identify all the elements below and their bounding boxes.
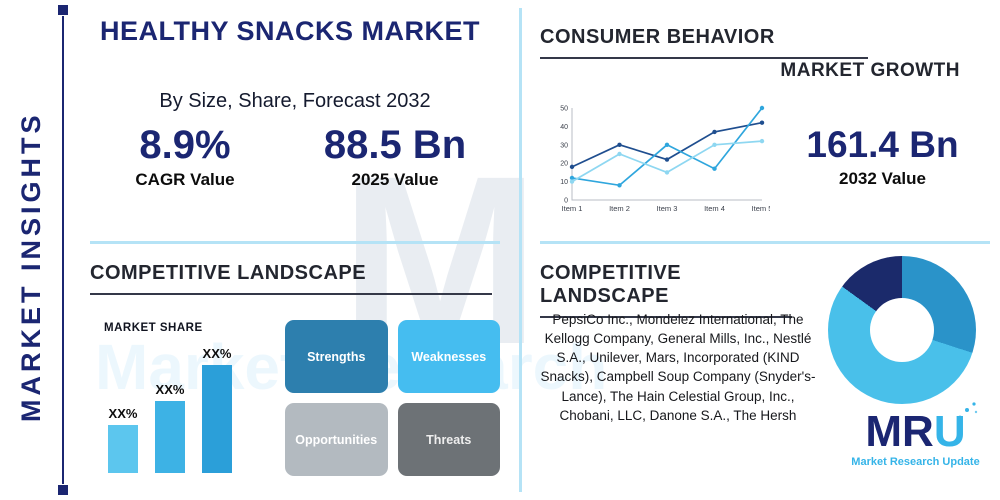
label-2025: 2025 Value (351, 170, 439, 189)
sidebar-vertical-label: MARKET INSIGHTS (16, 111, 46, 423)
page-title: HEALTHY SNACKS MARKET (100, 16, 481, 46)
bar-value-label: XX% (202, 346, 232, 361)
value-2025: 88.5 Bn (323, 123, 467, 167)
svg-text:0: 0 (564, 198, 568, 205)
heading-competitive-landscape-left: COMPETITIVE LANDSCAPE (90, 262, 492, 295)
heading-consumer-behavior: CONSUMER BEHAVIOR (540, 26, 868, 59)
bar-item: XX% (155, 382, 185, 473)
logo-splash-icon (957, 402, 977, 421)
cagr-label: CAGR Value (135, 170, 235, 189)
bar (108, 425, 138, 473)
svg-text:Item 3: Item 3 (657, 204, 678, 213)
rail-square-bottom (58, 485, 68, 495)
logo-wordmark: MRU (865, 402, 977, 456)
logo-mr-letters: MR (865, 407, 934, 456)
svg-text:Item 1: Item 1 (562, 204, 583, 213)
swot-threats-card: Threats (397, 403, 500, 476)
stat-2032: 161.4 Bn 2032 Value (790, 124, 975, 189)
svg-text:40: 40 (560, 124, 568, 131)
bar-item: XX% (108, 406, 138, 473)
donut-hole (870, 298, 934, 362)
right-horizontal-divider (540, 241, 990, 244)
svg-text:30: 30 (560, 142, 568, 149)
company-share-donut-chart (828, 256, 976, 404)
svg-text:10: 10 (560, 179, 568, 186)
market-share-bar-chart: XX% XX% XX% (104, 340, 274, 473)
brand-logo: MRU Market Research Update (838, 402, 993, 468)
stat-2025: 88.5 Bn 2025 Value (300, 124, 490, 190)
heading-market-growth: MARKET GROWTH (780, 60, 960, 81)
swot-grid: Strengths Weaknesses Opportunities Threa… (285, 320, 500, 476)
left-horizontal-divider (90, 241, 500, 244)
bar (155, 401, 185, 473)
svg-text:Item 5: Item 5 (752, 204, 770, 213)
cagr-value: 8.9% (139, 123, 231, 167)
consumer-behavior-line-chart: 0 10 20 30 40 50 Item 1 Item 2 Item 3 Item 4 Item … (550, 100, 772, 220)
heading-competitive-landscape-right: COMPETITIVE LANDSCAPE (540, 262, 792, 318)
value-2032: 161.4 Bn (806, 124, 959, 165)
swot-weaknesses-card: Weaknesses (397, 320, 500, 393)
bar-value-label: XX% (108, 406, 138, 421)
bar-chart-title: MARKET SHARE (104, 322, 203, 334)
rail-square-top (58, 5, 68, 15)
companies-list: PepsiCo Inc., Mondelez International, Th… (540, 312, 816, 423)
bar-item: XX% (202, 346, 232, 473)
rail-line (62, 16, 64, 484)
swot-strengths-card: Strengths (285, 320, 388, 393)
label-2032: 2032 Value (839, 168, 926, 188)
svg-text:20: 20 (560, 161, 568, 168)
column-divider (519, 8, 522, 492)
bar-value-label: XX% (155, 382, 185, 397)
svg-text:Item 2: Item 2 (609, 204, 630, 213)
page-subtitle: By Size, Share, Forecast 2032 (159, 90, 431, 112)
svg-text:50: 50 (560, 106, 568, 113)
logo-tagline: Market Research Update (851, 456, 980, 468)
bar (202, 365, 232, 473)
svg-text:Item 4: Item 4 (704, 204, 725, 213)
swot-opportunities-card: Opportunities (285, 403, 388, 476)
stat-cagr: 8.9% CAGR Value (100, 124, 270, 190)
